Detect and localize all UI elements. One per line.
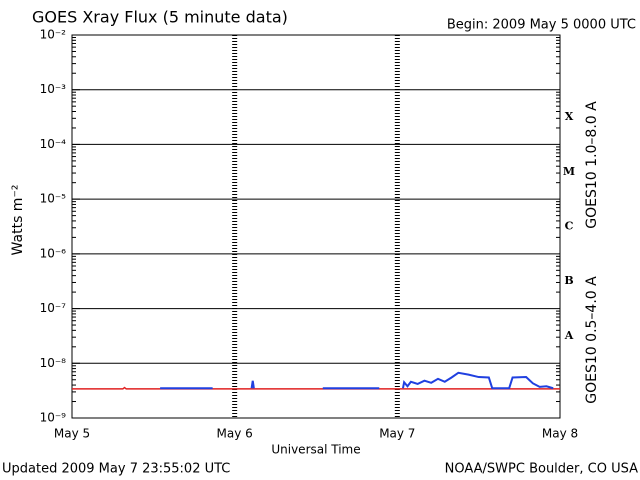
y-tick-label: 10⁻³ bbox=[40, 82, 67, 96]
footer-right: NOAA/SWPC Boulder, CO USA bbox=[445, 462, 638, 477]
legend-label: GOES10 1.0–8.0 A bbox=[584, 101, 600, 229]
class-label: M bbox=[563, 165, 575, 178]
class-label: C bbox=[565, 220, 574, 233]
y-tick-label: 10⁻⁴ bbox=[40, 137, 67, 151]
legend-label: GOES10 0.5–4.0 A bbox=[584, 276, 600, 404]
x-tick-label: May 5 bbox=[54, 427, 90, 441]
y-axis-label: Watts m⁻² bbox=[10, 185, 26, 256]
y-tick-label: 10⁻⁶ bbox=[40, 246, 67, 260]
x-axis-label: Universal Time bbox=[271, 443, 360, 457]
y-tick-label: 10⁻² bbox=[40, 28, 67, 42]
series-line bbox=[160, 371, 554, 390]
y-tick-label: 10⁻⁹ bbox=[40, 411, 67, 425]
class-label: X bbox=[565, 110, 574, 123]
x-tick-label: May 7 bbox=[379, 427, 415, 441]
y-tick-label: 10⁻⁷ bbox=[40, 301, 67, 315]
class-label: B bbox=[564, 274, 573, 287]
class-label: A bbox=[564, 329, 574, 342]
footer-left: Updated 2009 May 7 23:55:02 UTC bbox=[2, 462, 230, 477]
chart-subtitle: Begin: 2009 May 5 0000 UTC bbox=[447, 18, 636, 33]
x-tick-label: May 6 bbox=[217, 427, 253, 441]
x-tick-label: May 8 bbox=[542, 427, 578, 441]
y-tick-label: 10⁻⁵ bbox=[40, 192, 67, 206]
series-line bbox=[72, 386, 560, 390]
chart-title: GOES Xray Flux (5 minute data) bbox=[32, 8, 288, 27]
y-tick-label: 10⁻⁸ bbox=[40, 356, 67, 370]
